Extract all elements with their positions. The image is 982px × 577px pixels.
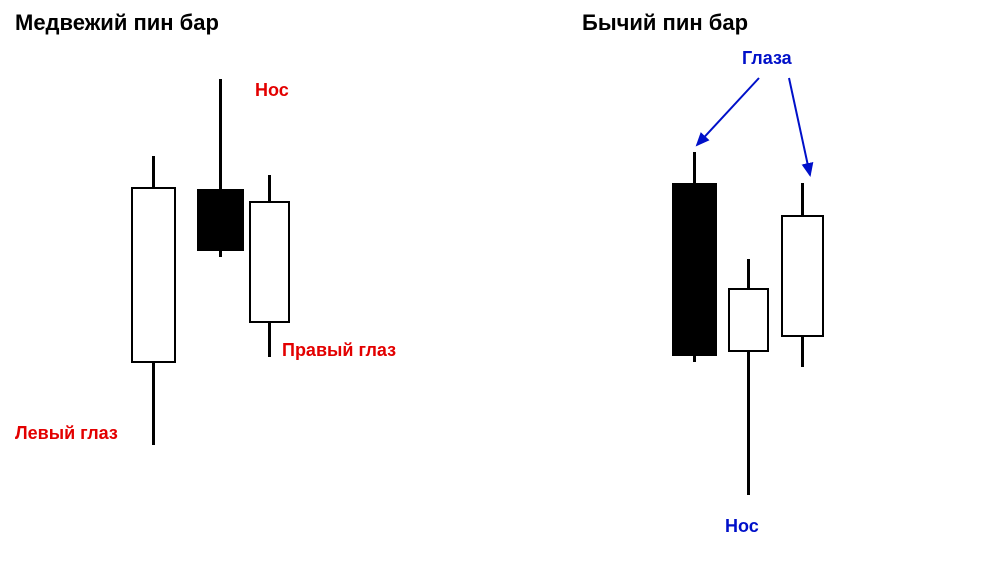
bullish-eyes-label: Глаза — [742, 48, 792, 69]
bullish-nose-label: Нос — [725, 516, 759, 537]
diagram-canvas: Медвежий пин бар Нос Левый глаз Правый г… — [0, 0, 982, 577]
bullish-arrows-icon — [0, 0, 982, 577]
